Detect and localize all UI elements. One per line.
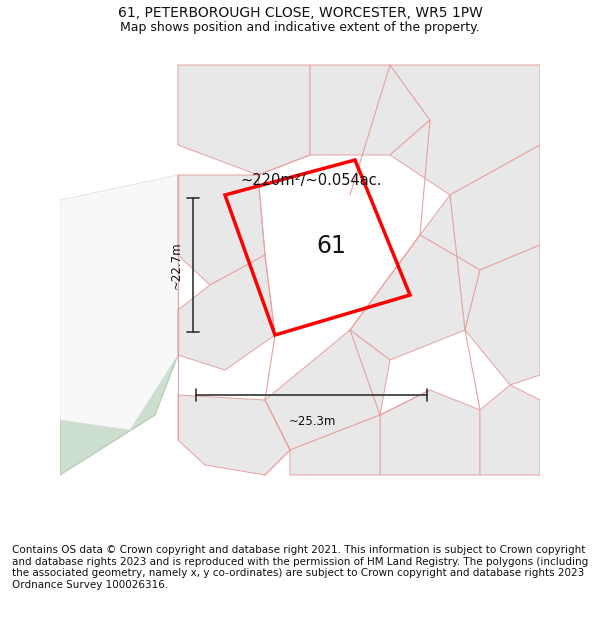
Polygon shape — [178, 255, 275, 370]
Polygon shape — [60, 175, 178, 475]
Polygon shape — [178, 175, 265, 285]
Text: Contains OS data © Crown copyright and database right 2021. This information is : Contains OS data © Crown copyright and d… — [12, 545, 588, 590]
Polygon shape — [290, 415, 380, 475]
Text: 61, PETERBOROUGH CLOSE, WORCESTER, WR5 1PW: 61, PETERBOROUGH CLOSE, WORCESTER, WR5 1… — [118, 6, 482, 20]
Polygon shape — [350, 235, 480, 360]
Polygon shape — [380, 390, 480, 475]
Polygon shape — [178, 395, 290, 475]
Polygon shape — [420, 145, 540, 270]
Text: Map shows position and indicative extent of the property.: Map shows position and indicative extent… — [120, 21, 480, 34]
Polygon shape — [390, 65, 540, 195]
Text: ~22.7m: ~22.7m — [170, 241, 183, 289]
Polygon shape — [178, 65, 310, 175]
Polygon shape — [480, 385, 540, 475]
Polygon shape — [310, 65, 430, 155]
Polygon shape — [60, 175, 178, 430]
Polygon shape — [265, 330, 390, 450]
Text: ~25.3m: ~25.3m — [289, 415, 335, 428]
Text: ~220m²/~0.054ac.: ~220m²/~0.054ac. — [240, 173, 382, 188]
Polygon shape — [465, 245, 540, 385]
Text: 61: 61 — [316, 234, 346, 258]
